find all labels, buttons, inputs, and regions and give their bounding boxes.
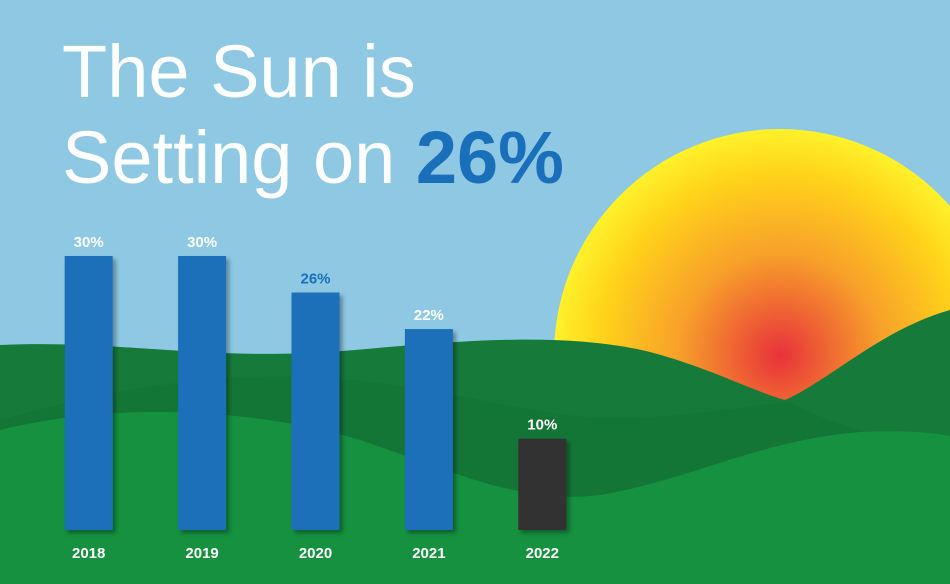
title-line: The Sun is xyxy=(62,30,416,113)
x-tick-label: 2018 xyxy=(72,545,105,562)
bar xyxy=(291,292,340,530)
bar xyxy=(64,256,113,530)
value-label: 30% xyxy=(187,234,217,251)
bar xyxy=(404,329,453,530)
x-tick-label: 2022 xyxy=(526,545,559,562)
title-line-text: Setting on xyxy=(62,116,395,199)
value-label: 22% xyxy=(414,307,444,324)
x-tick-label: 2021 xyxy=(412,545,445,562)
value-label: 30% xyxy=(74,234,104,251)
title-highlight: 26% xyxy=(416,116,564,199)
value-label: 10% xyxy=(527,417,557,434)
bar xyxy=(178,256,227,530)
value-label: 26% xyxy=(300,271,330,288)
title-line: Setting on 26% xyxy=(62,116,564,199)
x-tick-label: 2020 xyxy=(299,545,332,562)
x-tick-label: 2019 xyxy=(185,545,218,562)
front-hill xyxy=(0,411,950,584)
bar xyxy=(518,438,567,530)
